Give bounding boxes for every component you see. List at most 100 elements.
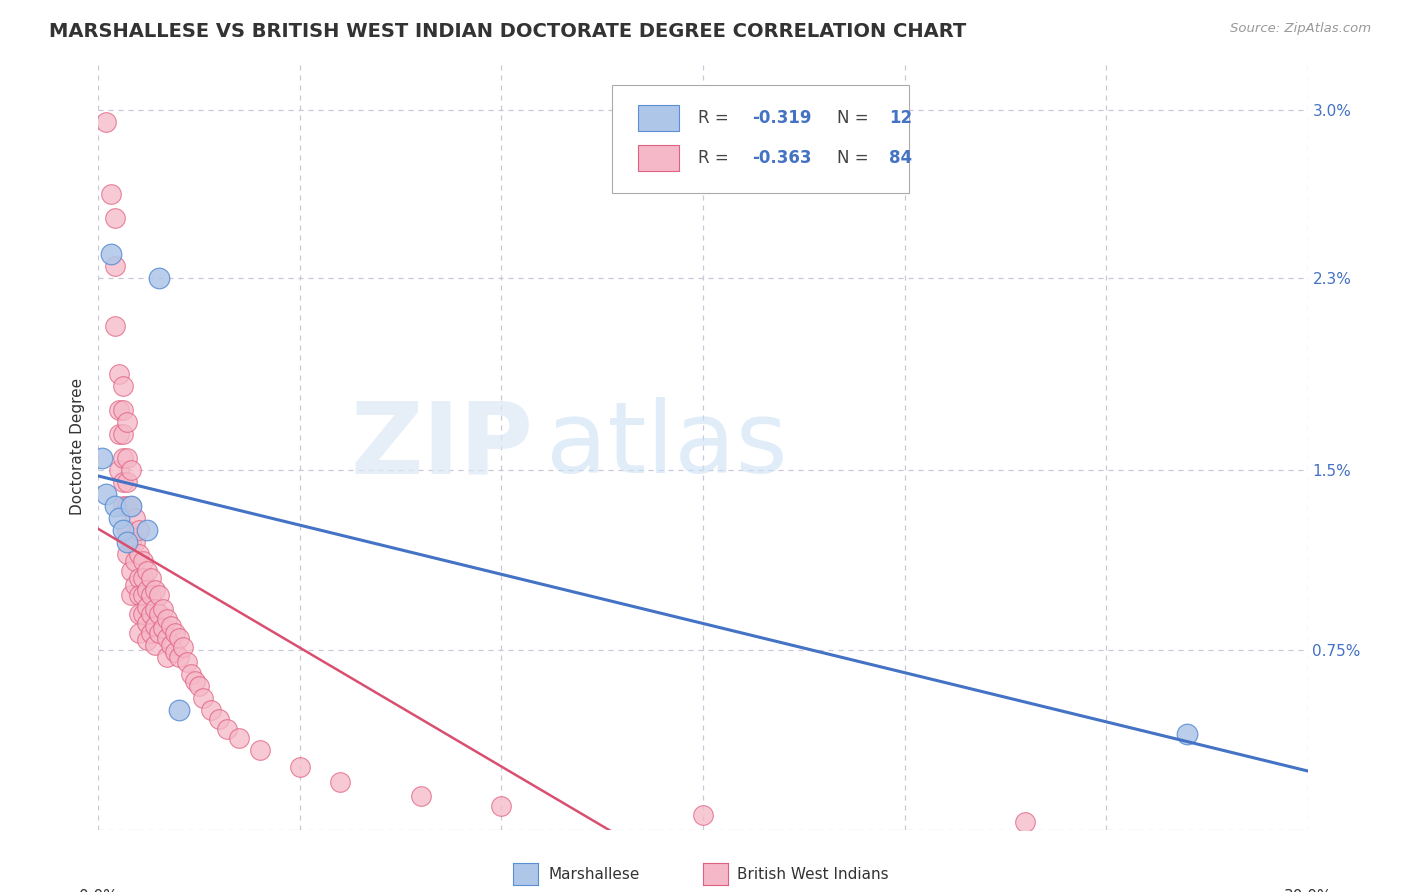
Point [124, 511, 146, 525]
Point [103, 211, 125, 226]
Text: N =: N = [837, 110, 875, 128]
Point [139, 571, 162, 585]
Point [692, 808, 714, 822]
Text: -0.319: -0.319 [752, 110, 813, 128]
Point [135, 633, 157, 648]
Text: R =: R = [699, 110, 734, 128]
Text: Source: ZipAtlas.com: Source: ZipAtlas.com [1230, 22, 1371, 36]
Text: 30.0%: 30.0% [1284, 889, 1331, 892]
Text: N =: N = [837, 149, 875, 168]
Point [124, 534, 146, 549]
Point [200, 703, 222, 717]
Point [120, 463, 142, 477]
Point [160, 638, 183, 652]
Point [167, 649, 190, 664]
Point [139, 626, 162, 640]
Point [135, 616, 157, 631]
Point [208, 712, 231, 726]
Text: -0.363: -0.363 [752, 149, 813, 168]
Point [115, 499, 138, 513]
Point [156, 612, 179, 626]
Point [132, 571, 155, 585]
Point [100, 187, 122, 202]
Point [148, 607, 170, 621]
Point [128, 607, 150, 621]
Point [124, 578, 146, 592]
Point [115, 523, 138, 537]
Point [115, 534, 138, 549]
Point [115, 415, 138, 429]
Point [120, 499, 142, 513]
Text: atlas: atlas [546, 398, 787, 494]
Point [107, 403, 129, 417]
Point [103, 259, 125, 273]
Point [96, 487, 118, 501]
Point [188, 679, 211, 693]
Point [111, 475, 134, 489]
Point [132, 588, 155, 602]
Text: British West Indians: British West Indians [737, 867, 889, 881]
Point [156, 649, 179, 664]
Point [120, 564, 142, 578]
Point [91, 450, 114, 465]
Point [135, 564, 157, 578]
Point [100, 247, 122, 261]
Point [120, 534, 142, 549]
Point [120, 588, 142, 602]
Point [167, 703, 190, 717]
Point [143, 582, 166, 597]
Point [103, 319, 125, 334]
Point [135, 582, 157, 597]
Point [156, 631, 179, 645]
Point [120, 499, 142, 513]
Point [228, 731, 250, 746]
Point [1175, 726, 1198, 740]
Point [139, 588, 162, 602]
Point [103, 499, 125, 513]
FancyBboxPatch shape [613, 86, 908, 193]
Point [288, 760, 311, 774]
FancyBboxPatch shape [638, 145, 679, 171]
Point [128, 626, 150, 640]
Point [115, 450, 138, 465]
Point [96, 115, 118, 129]
Point [135, 599, 157, 614]
Point [409, 789, 432, 803]
Point [184, 673, 207, 688]
Point [132, 607, 155, 621]
Point [491, 798, 513, 813]
Point [111, 450, 134, 465]
Point [193, 690, 215, 705]
Point [111, 427, 134, 442]
Point [148, 588, 170, 602]
Point [111, 523, 134, 537]
Text: 0.0%: 0.0% [79, 889, 118, 892]
Text: Marshallese: Marshallese [548, 867, 640, 881]
Point [160, 619, 183, 633]
Point [107, 463, 129, 477]
Point [152, 602, 174, 616]
Point [176, 655, 198, 669]
Text: 84: 84 [889, 149, 912, 168]
Point [111, 403, 134, 417]
Text: ZIP: ZIP [352, 398, 534, 494]
Point [167, 631, 190, 645]
Text: 12: 12 [889, 110, 912, 128]
Point [135, 523, 157, 537]
Point [128, 571, 150, 585]
Point [128, 588, 150, 602]
Point [111, 499, 134, 513]
Point [124, 554, 146, 568]
Point [148, 626, 170, 640]
Point [107, 511, 129, 525]
Text: MARSHALLESE VS BRITISH WEST INDIAN DOCTORATE DEGREE CORRELATION CHART: MARSHALLESE VS BRITISH WEST INDIAN DOCTO… [49, 22, 966, 41]
Point [128, 523, 150, 537]
Point [143, 602, 166, 616]
Point [180, 666, 202, 681]
Y-axis label: Doctorate Degree: Doctorate Degree [70, 377, 86, 515]
Point [107, 427, 129, 442]
Point [163, 626, 186, 640]
Point [139, 607, 162, 621]
Point [107, 367, 129, 381]
Point [1014, 815, 1036, 830]
